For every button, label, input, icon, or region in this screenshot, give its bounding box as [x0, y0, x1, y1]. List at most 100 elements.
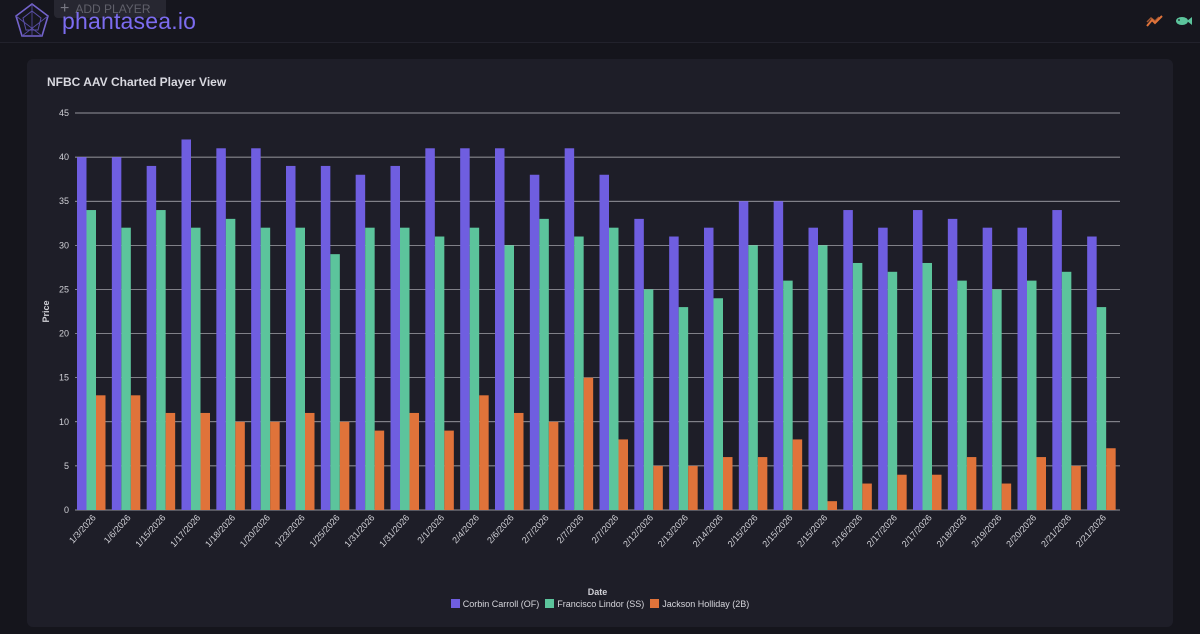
bar-1-26	[982, 227, 993, 510]
bar-1-9	[390, 165, 400, 510]
x-tick-label: 2/15/2026	[726, 513, 760, 549]
x-tick-label: 1/31/2026	[342, 513, 376, 549]
y-tick-label: 35	[59, 196, 69, 206]
bar-1-24	[913, 210, 923, 511]
bar-1-10	[425, 148, 435, 510]
x-tick-label: 2/1/2026	[415, 513, 446, 546]
bar-2-19	[748, 245, 758, 511]
bar-2-26	[992, 289, 1002, 510]
x-tick-label: 2/13/2026	[656, 513, 690, 549]
bar-2-27	[1027, 280, 1037, 510]
bar-3-23	[897, 474, 907, 510]
bar-2-23	[887, 271, 898, 510]
bar-2-15	[609, 227, 619, 510]
bar-2-20	[783, 280, 793, 510]
bar-2-2	[156, 210, 166, 511]
x-tick-label: 2/15/2026	[760, 513, 794, 549]
bar-1-4	[216, 148, 226, 510]
x-tick-label: 1/6/2026	[102, 513, 133, 546]
x-tick-label: 2/7/2026	[590, 513, 621, 546]
bar-1-17	[669, 236, 679, 510]
x-tick-label: 2/15/2026	[795, 513, 829, 549]
bar-3-4	[235, 421, 245, 510]
x-tick-label: 2/16/2026	[830, 513, 864, 549]
x-tick-label: 2/20/2026	[1004, 513, 1038, 549]
bar-2-16	[643, 289, 654, 510]
bar-3-3	[200, 412, 210, 510]
x-tick-label: 1/15/2026	[133, 513, 167, 549]
phantasea-logo-icon[interactable]	[14, 2, 50, 40]
x-tick-label: 1/3/2026	[67, 513, 98, 546]
legend-label: Corbin Carroll (OF)	[462, 599, 540, 609]
chart-title: NFBC AAV Charted Player View	[47, 75, 227, 89]
bar-1-2	[146, 165, 157, 510]
bar-3-5	[270, 421, 280, 510]
bar-3-25	[966, 457, 977, 510]
bar-1-25	[947, 218, 958, 510]
bar-3-27	[1036, 457, 1046, 510]
x-tick-label: 2/18/2026	[935, 513, 969, 549]
bar-1-29	[1087, 236, 1097, 510]
bar-3-26	[1001, 483, 1012, 510]
y-tick-label: 15	[59, 373, 69, 383]
legend-swatch	[545, 599, 555, 608]
legend-item-1[interactable]: Corbin Carroll (OF)	[450, 599, 540, 609]
top-icons	[1140, 14, 1192, 33]
x-tick-label: 2/7/2026	[555, 513, 586, 546]
plus-icon: +	[60, 0, 70, 17]
bar-2-25	[957, 280, 967, 510]
add-player-label: ADD PLAYER	[75, 2, 151, 16]
y-tick-label: 45	[59, 108, 69, 118]
legend-item-3[interactable]: Jackson Holliday (2B)	[650, 599, 749, 609]
legend-label: Jackson Holliday (2B)	[662, 599, 750, 609]
legend-item-2[interactable]: Francisco Lindor (SS)	[545, 599, 644, 609]
bar-3-24	[932, 474, 942, 510]
y-tick-label: 30	[59, 240, 69, 250]
y-tick-label: 25	[59, 284, 69, 294]
x-tick-label: 2/7/2026	[520, 513, 551, 546]
bar-2-9	[400, 227, 410, 510]
bar-2-5	[260, 227, 271, 510]
bar-3-13	[548, 421, 559, 510]
bar-3-1	[130, 395, 141, 510]
bar-2-0	[86, 210, 96, 511]
bar-3-10	[444, 430, 454, 510]
bar-3-15	[618, 439, 628, 510]
bar-2-7	[330, 254, 340, 510]
bar-1-12	[495, 148, 505, 510]
x-tick-label: 2/17/2026	[865, 513, 899, 549]
bar-3-14	[583, 377, 594, 510]
bar-3-0	[96, 395, 106, 510]
bar-1-22	[843, 210, 853, 511]
bar-3-29	[1106, 448, 1116, 510]
bar-1-13	[529, 174, 540, 510]
bar-1-27	[1017, 227, 1027, 510]
bar-2-24	[922, 262, 932, 510]
bar-3-11	[479, 395, 489, 510]
y-tick-label: 10	[59, 417, 69, 427]
bar-2-4	[225, 218, 236, 510]
bar-2-6	[295, 227, 305, 510]
brand-name[interactable]: phantasea.io	[62, 8, 197, 34]
bar-3-12	[514, 412, 524, 510]
chart-card: NFBC AAV Charted Player View 0 5 10 15 20 25 3…	[27, 59, 1173, 627]
legend-swatch	[450, 599, 460, 608]
bar-1-8	[355, 174, 366, 510]
bar-1-14	[564, 148, 575, 510]
y-axis-label: Price	[41, 300, 51, 322]
x-tick-label: 2/6/2026	[485, 513, 516, 546]
fish-icon[interactable]	[1174, 14, 1192, 28]
bar-3-2	[165, 412, 176, 510]
bar-2-3	[191, 227, 201, 510]
bar-3-17	[688, 465, 698, 510]
x-tick-label: 2/14/2026	[691, 513, 725, 549]
bar-3-18	[723, 457, 733, 510]
bar-1-21	[808, 227, 818, 510]
x-tick-label: 1/17/2026	[168, 513, 202, 549]
x-tick-label: 2/21/2026	[1039, 513, 1073, 549]
bar-3-7	[339, 421, 350, 510]
bar-1-28	[1052, 210, 1062, 511]
trend-chart-icon[interactable]	[1145, 14, 1164, 28]
add-player-button[interactable]: + ADD PLAYER	[54, 0, 166, 18]
